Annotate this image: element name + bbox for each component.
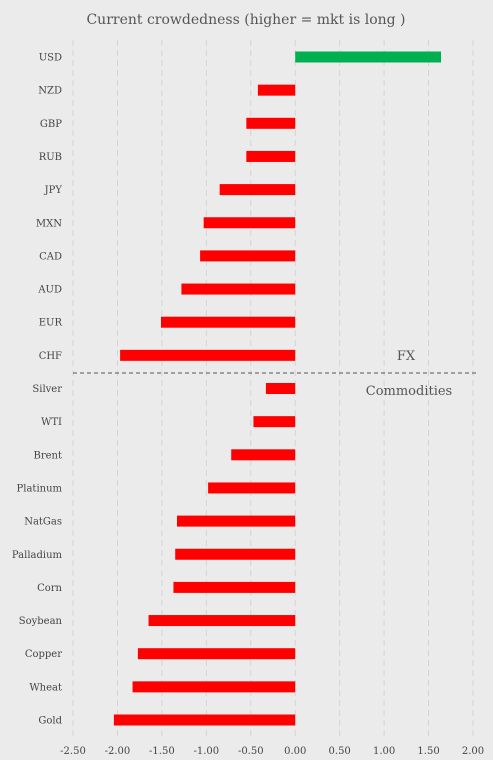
bar <box>257 84 296 96</box>
x-tick-label: 0.50 <box>329 746 351 757</box>
category-label: Copper <box>25 649 62 660</box>
bar <box>161 316 296 328</box>
bar <box>177 515 296 527</box>
category-label: EUR <box>39 318 63 329</box>
bar <box>203 217 296 229</box>
category-label: Palladium <box>12 550 63 561</box>
bar <box>200 250 296 262</box>
category-label: USD <box>39 53 62 64</box>
category-label: Wheat <box>29 682 62 693</box>
bars <box>113 51 441 726</box>
bar <box>265 383 296 394</box>
category-label: Brent <box>33 450 62 461</box>
x-tick-label: 1.50 <box>417 746 439 757</box>
category-labels: USD NZD GBP RUB JPY MXN CAD AUD EUR CHF Silver WTI B… <box>12 53 63 727</box>
bar <box>246 117 296 129</box>
bar <box>253 416 296 428</box>
group-label-commodities: Commodities <box>366 384 452 399</box>
bar <box>113 714 296 726</box>
bar <box>219 184 296 196</box>
category-label: Platinum <box>17 483 63 494</box>
bar <box>132 681 296 693</box>
chart-title: Current crowdedness (higher = mkt is lon… <box>86 12 405 28</box>
bar <box>181 283 296 295</box>
category-label: WTI <box>41 417 62 428</box>
bar <box>137 648 296 660</box>
x-tick-label: -2.00 <box>105 746 131 757</box>
bar <box>173 581 296 593</box>
x-tick-label: 2.00 <box>462 746 484 757</box>
x-tick-label: 1.00 <box>373 746 395 757</box>
bar <box>120 349 296 361</box>
x-tick-label: -1.50 <box>149 746 175 757</box>
category-label: MXN <box>36 218 62 229</box>
bar <box>208 482 296 494</box>
x-tick-label: -1.00 <box>194 746 220 757</box>
x-tick-label: -0.50 <box>238 746 264 757</box>
group-label-fx: FX <box>397 349 416 364</box>
category-label: Silver <box>32 384 62 395</box>
bar <box>231 449 296 461</box>
category-label: CAD <box>39 251 62 262</box>
category-label: Soybean <box>19 616 63 627</box>
category-label: AUD <box>37 285 62 296</box>
category-label: Gold <box>38 716 62 727</box>
x-axis-tick-labels: -2.50 -2.00 -1.50 -1.00 -0.50 0.00 0.50 1.00 1.5… <box>60 746 484 757</box>
category-label: NatGas <box>24 517 62 528</box>
bar <box>175 548 296 560</box>
category-label: Corn <box>37 583 62 594</box>
bar <box>148 615 296 627</box>
x-tick-label: -2.50 <box>60 746 86 757</box>
category-label: CHF <box>39 351 62 362</box>
category-label: JPY <box>44 185 63 196</box>
category-label: NZD <box>38 86 62 97</box>
bar <box>295 51 441 63</box>
category-label: RUB <box>39 152 62 163</box>
bar <box>246 150 296 162</box>
x-tick-label: 0.00 <box>284 746 306 757</box>
category-label: GBP <box>40 119 62 130</box>
